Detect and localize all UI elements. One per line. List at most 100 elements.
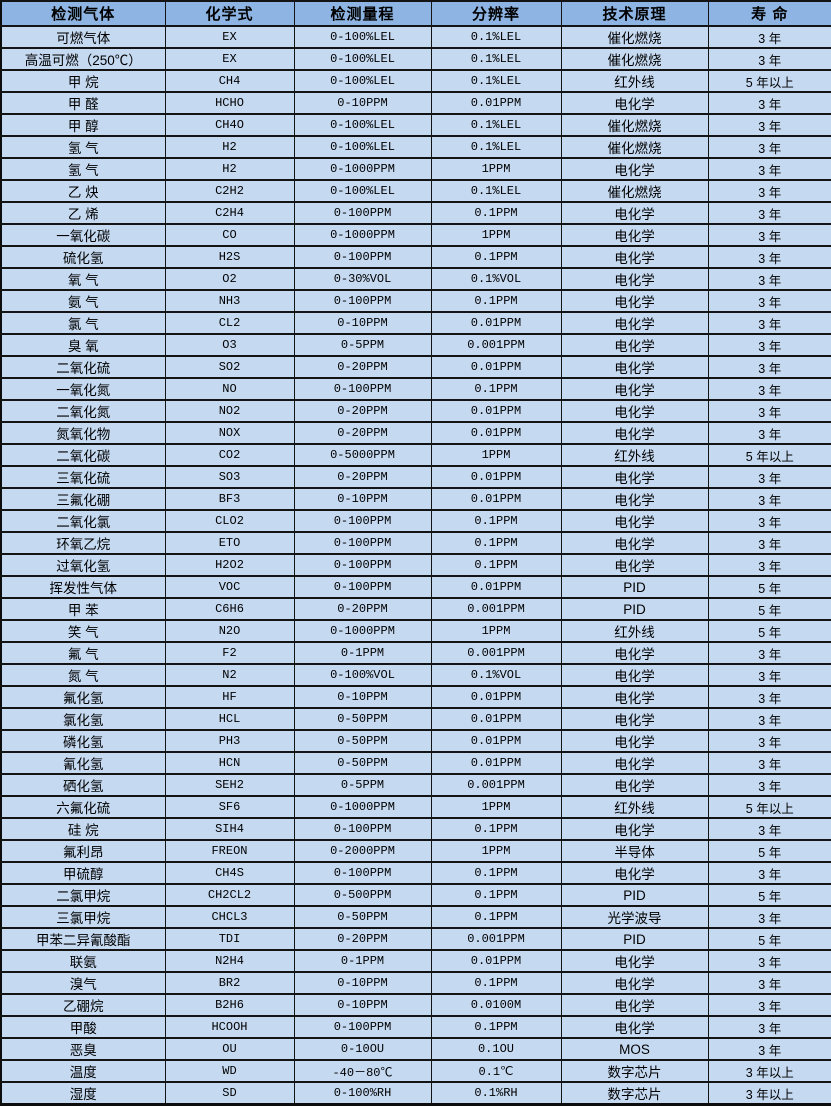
cell-lifespan: 3 年以上 [707, 1059, 831, 1083]
table-row: 环氧乙烷 ETO 0-100PPM 0.1PPM 电化学 3 年 [0, 531, 831, 555]
cell-chemical-formula: N2H4 [164, 949, 295, 973]
cell-resolution: 0.001PPM [430, 597, 562, 621]
column-header-lifespan: 寿 命 [707, 0, 831, 27]
cell-gas-name: 六氟化硫 [0, 795, 166, 819]
cell-gas-name: 氧 气 [0, 267, 166, 291]
cell-detection-range: 0-100PPM [293, 201, 432, 225]
cell-technology-principle: 电化学 [560, 553, 709, 577]
column-header-resolution: 分辨率 [430, 0, 562, 27]
table-row: 一氧化碳 CO 0-1000PPM 1PPM 电化学 3 年 [0, 223, 831, 247]
cell-technology-principle: 电化学 [560, 949, 709, 973]
cell-resolution: 0.1%LEL [430, 179, 562, 203]
cell-resolution: 0.001PPM [430, 641, 562, 665]
cell-lifespan: 3 年 [707, 399, 831, 423]
cell-lifespan: 3 年 [707, 509, 831, 533]
cell-chemical-formula: CH4O [164, 113, 295, 137]
table-row: 二氧化氯 CLO2 0-100PPM 0.1PPM 电化学 3 年 [0, 509, 831, 533]
table-row: 甲苯二异氰酸酯 TDI 0-20PPM 0.001PPM PID 5 年 [0, 927, 831, 951]
cell-lifespan: 3 年 [707, 487, 831, 511]
cell-gas-name: 甲 醇 [0, 113, 166, 137]
cell-gas-name: 过氧化氢 [0, 553, 166, 577]
cell-technology-principle: 催化燃烧 [560, 25, 709, 49]
cell-detection-range: 0-100%LEL [293, 135, 432, 159]
table-row: 甲 醇 CH4O 0-100%LEL 0.1%LEL 催化燃烧 3 年 [0, 113, 831, 137]
cell-chemical-formula: TDI [164, 927, 295, 951]
cell-resolution: 0.1%VOL [430, 663, 562, 687]
cell-chemical-formula: SF6 [164, 795, 295, 819]
cell-resolution: 0.1PPM [430, 289, 562, 313]
cell-gas-name: 乙 烯 [0, 201, 166, 225]
cell-lifespan: 3 年 [707, 157, 831, 181]
cell-gas-name: 甲酸 [0, 1015, 166, 1039]
cell-gas-name: 恶臭 [0, 1037, 166, 1061]
cell-resolution: 1PPM [430, 795, 562, 819]
cell-resolution: 0.01PPM [430, 91, 562, 115]
cell-lifespan: 3 年 [707, 421, 831, 445]
cell-technology-principle: 电化学 [560, 663, 709, 687]
cell-lifespan: 5 年 [707, 883, 831, 907]
cell-resolution: 0.1PPM [430, 883, 562, 907]
cell-lifespan: 3 年 [707, 685, 831, 709]
cell-lifespan: 3 年 [707, 245, 831, 269]
cell-technology-principle: PID [560, 597, 709, 621]
cell-detection-range: 0-1000PPM [293, 223, 432, 247]
cell-chemical-formula: NO2 [164, 399, 295, 423]
cell-gas-name: 甲 烷 [0, 69, 166, 93]
cell-chemical-formula: SIH4 [164, 817, 295, 841]
cell-detection-range: 0-100PPM [293, 531, 432, 555]
table-body: 可燃气体 EX 0-100%LEL 0.1%LEL 催化燃烧 3 年高温可燃（250℃） E… [0, 25, 831, 1106]
cell-resolution: 0.1PPM [430, 971, 562, 995]
cell-detection-range: 0-10PPM [293, 971, 432, 995]
cell-resolution: 0.001PPM [430, 927, 562, 951]
table-row: 溴气 BR2 0-10PPM 0.1PPM 电化学 3 年 [0, 971, 831, 995]
cell-chemical-formula: CHCL3 [164, 905, 295, 929]
cell-technology-principle: 电化学 [560, 289, 709, 313]
cell-lifespan: 3 年 [707, 1037, 831, 1061]
cell-chemical-formula: CH2CL2 [164, 883, 295, 907]
cell-resolution: 1PPM [430, 619, 562, 643]
cell-lifespan: 3 年 [707, 751, 831, 775]
table-row: 氰化氢 HCN 0-50PPM 0.01PPM 电化学 3 年 [0, 751, 831, 775]
cell-resolution: 0.001PPM [430, 333, 562, 357]
cell-detection-range: 0-5PPM [293, 773, 432, 797]
table-row: 氧 气 O2 0-30%VOL 0.1%VOL 电化学 3 年 [0, 267, 831, 291]
cell-gas-name: 硒化氢 [0, 773, 166, 797]
cell-lifespan: 3 年 [707, 223, 831, 247]
table-row: 氢 气 H2 0-1000PPM 1PPM 电化学 3 年 [0, 157, 831, 181]
cell-resolution: 0.01PPM [430, 355, 562, 379]
cell-technology-principle: 催化燃烧 [560, 179, 709, 203]
table-row: 笑 气 N2O 0-1000PPM 1PPM 红外线 5 年 [0, 619, 831, 643]
cell-chemical-formula: HCHO [164, 91, 295, 115]
cell-detection-range: 0-50PPM [293, 905, 432, 929]
cell-gas-name: 氟 气 [0, 641, 166, 665]
table-row: 温度 WD -40－80℃ 0.1℃ 数字芯片 3 年以上 [0, 1059, 831, 1083]
table-row: 氯化氢 HCL 0-50PPM 0.01PPM 电化学 3 年 [0, 707, 831, 731]
cell-gas-name: 二氧化氯 [0, 509, 166, 533]
cell-detection-range: 0-20PPM [293, 465, 432, 489]
cell-detection-range: 0-10PPM [293, 311, 432, 335]
column-header-detection-range: 检测量程 [293, 0, 432, 27]
cell-gas-name: 臭 氧 [0, 333, 166, 357]
cell-gas-name: 甲 醛 [0, 91, 166, 115]
cell-chemical-formula: HCL [164, 707, 295, 731]
cell-lifespan: 3 年 [707, 465, 831, 489]
cell-lifespan: 3 年 [707, 553, 831, 577]
cell-resolution: 0.01PPM [430, 311, 562, 335]
cell-technology-principle: PID [560, 927, 709, 951]
cell-technology-principle: 电化学 [560, 399, 709, 423]
table-row: 三氯甲烷 CHCL3 0-50PPM 0.1PPM 光学波导 3 年 [0, 905, 831, 929]
cell-technology-principle: 电化学 [560, 971, 709, 995]
cell-chemical-formula: BR2 [164, 971, 295, 995]
cell-lifespan: 5 年 [707, 597, 831, 621]
cell-lifespan: 5 年以上 [707, 443, 831, 467]
cell-lifespan: 3 年 [707, 201, 831, 225]
cell-lifespan: 5 年 [707, 839, 831, 863]
cell-resolution: 1PPM [430, 839, 562, 863]
cell-technology-principle: 电化学 [560, 861, 709, 885]
cell-lifespan: 3 年 [707, 729, 831, 753]
table-row: 乙 炔 C2H2 0-100%LEL 0.1%LEL 催化燃烧 3 年 [0, 179, 831, 203]
cell-technology-principle: 电化学 [560, 157, 709, 181]
cell-technology-principle: 催化燃烧 [560, 47, 709, 71]
cell-gas-name: 甲 苯 [0, 597, 166, 621]
